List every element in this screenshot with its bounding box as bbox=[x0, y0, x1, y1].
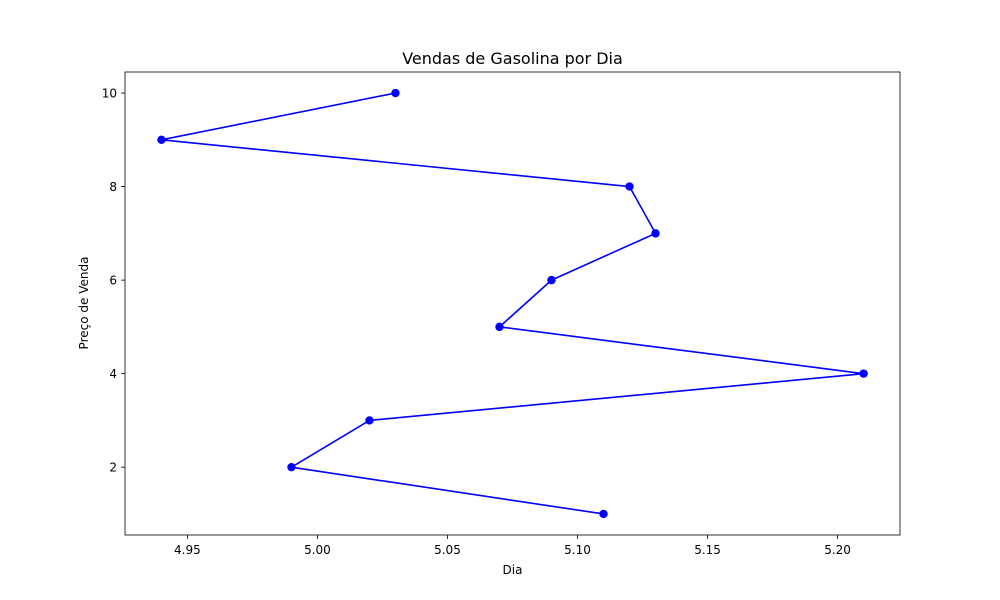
data-point bbox=[651, 229, 660, 238]
data-point bbox=[287, 462, 296, 472]
x-axis-label: Dia bbox=[503, 563, 523, 577]
x-tick-label: 5.00 bbox=[304, 543, 331, 557]
x-tick-label: 5.20 bbox=[824, 543, 851, 557]
x-tick-label: 5.10 bbox=[564, 543, 591, 557]
y-tick-label: 6 bbox=[109, 274, 117, 288]
data-point bbox=[859, 369, 868, 378]
data-point bbox=[547, 275, 556, 285]
series-line bbox=[160, 92, 865, 515]
data-point bbox=[599, 509, 608, 519]
data-point bbox=[391, 88, 400, 98]
y-tick-label: 4 bbox=[109, 367, 117, 381]
x-tick-label: 5.05 bbox=[434, 543, 461, 557]
y-axis-label: Preço de Venda bbox=[77, 257, 91, 350]
y-tick-label: 2 bbox=[109, 461, 117, 475]
axes-frame bbox=[124, 71, 901, 536]
y-tick-label: 10 bbox=[102, 87, 117, 101]
x-tick-label: 5.15 bbox=[694, 543, 721, 557]
y-axis-ticks: 2 4 6 8 10 bbox=[102, 87, 125, 475]
data-point bbox=[625, 182, 634, 191]
x-axis-ticks: 4.95 5.00 5.05 5.10 5.15 5.20 bbox=[174, 535, 851, 557]
data-point bbox=[365, 416, 374, 425]
x-tick-label: 4.95 bbox=[174, 543, 201, 557]
y-tick-label: 8 bbox=[109, 180, 117, 194]
plot-area bbox=[124, 71, 901, 536]
chart-title: Vendas de Gasolina por Dia bbox=[402, 49, 623, 68]
data-point bbox=[495, 322, 504, 332]
data-point bbox=[157, 135, 166, 145]
